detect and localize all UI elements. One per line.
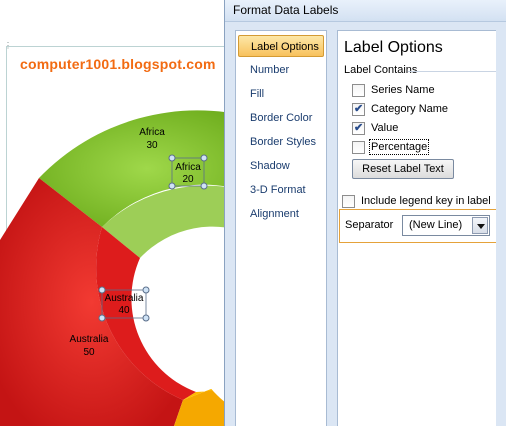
data-label-category[interactable]: Australia: [70, 334, 109, 345]
dialog-edge: [496, 30, 506, 426]
reset-label-text-button[interactable]: Reset Label Text: [352, 159, 454, 179]
inner-ring-australia-slice[interactable]: [96, 227, 196, 400]
category-name-label: Category Name: [371, 103, 449, 115]
checkmark-icon: ✔: [354, 102, 364, 115]
data-label-category[interactable]: Australia: [105, 293, 144, 304]
nav-item-border-color[interactable]: Border Color: [250, 112, 313, 124]
resize-handle[interactable]: [142, 314, 150, 322]
nav-item-alignment[interactable]: Alignment: [250, 208, 299, 220]
resize-handle[interactable]: [200, 182, 208, 190]
data-label-category[interactable]: Africa: [175, 162, 201, 173]
chart-area[interactable]: ⋮ ⋮ computer1001.blogspot.com Africa 30 …: [0, 0, 240, 426]
chevron-down-icon[interactable]: [472, 217, 488, 234]
value-option[interactable]: ✔ Value: [352, 120, 398, 136]
data-label-value[interactable]: 50: [83, 347, 95, 358]
selected-label-box[interactable]: [101, 289, 147, 319]
category-name-checkbox[interactable]: ✔: [352, 102, 365, 116]
nav-item-3d-format[interactable]: 3-D Format: [250, 184, 306, 196]
separator-dropdown[interactable]: (New Line): [402, 215, 490, 236]
label-contains-heading: Label Contains: [344, 64, 418, 76]
category-list: Label Options Number Fill Border Color B…: [235, 30, 327, 426]
value-label: Value: [371, 122, 399, 134]
separator-group: Separator (New Line): [339, 209, 497, 243]
series-name-checkbox[interactable]: [352, 83, 365, 97]
percentage-checkbox[interactable]: [352, 140, 365, 154]
resize-handle[interactable]: [98, 314, 106, 322]
nav-item-label-options[interactable]: Label Options: [238, 35, 324, 57]
data-label-value[interactable]: 40: [118, 305, 130, 316]
percentage-label: Percentage: [368, 139, 430, 155]
label-options-panel: Label Options Label Contains Series Name…: [337, 30, 506, 426]
nav-item-border-styles[interactable]: Border Styles: [250, 136, 317, 148]
inner-ring-africa-slice[interactable]: [102, 185, 240, 258]
resize-handle[interactable]: [98, 286, 106, 294]
dialog-titlebar[interactable]: Format Data Labels: [225, 0, 506, 22]
data-label-value[interactable]: 20: [182, 174, 194, 185]
percentage-option[interactable]: Percentage: [352, 139, 430, 155]
watermark: computer1001.blogspot.com: [20, 56, 216, 72]
resize-handle[interactable]: [168, 154, 176, 162]
resize-handle[interactable]: [200, 154, 208, 162]
data-label-category[interactable]: Africa: [139, 127, 165, 138]
dialog-title: Format Data Labels: [233, 3, 339, 17]
separator-selected-value: (New Line): [409, 219, 463, 231]
selected-label-box[interactable]: [171, 157, 205, 187]
legend-key-option[interactable]: Include legend key in label: [342, 193, 491, 209]
heading-divider: [408, 71, 506, 72]
frame-handle-top[interactable]: ⋮: [4, 41, 12, 50]
nav-item-shadow[interactable]: Shadow: [250, 160, 290, 172]
series-name-option[interactable]: Series Name: [352, 82, 435, 98]
series-name-label: Series Name: [371, 84, 435, 96]
legend-key-checkbox[interactable]: [342, 194, 355, 208]
format-data-labels-dialog: Format Data Labels Label Options Number …: [224, 0, 506, 426]
nav-item-fill[interactable]: Fill: [250, 88, 265, 100]
resize-handle[interactable]: [168, 182, 176, 190]
checkmark-icon: ✔: [354, 121, 364, 134]
nav-item-number[interactable]: Number: [250, 64, 290, 76]
outer-ring-africa-slice[interactable]: [39, 110, 240, 227]
panel-heading: Label Options: [344, 39, 443, 56]
doughnut-chart[interactable]: Africa 30 Africa 20 Australia 40 Austral…: [0, 0, 240, 426]
legend-key-label: Include legend key in label: [361, 195, 491, 207]
separator-label: Separator: [345, 219, 394, 231]
data-label-value[interactable]: 30: [146, 140, 158, 151]
outer-ring-australia-slice[interactable]: [0, 178, 183, 426]
resize-handle[interactable]: [142, 286, 150, 294]
category-name-option[interactable]: ✔ Category Name: [352, 101, 448, 117]
value-checkbox[interactable]: ✔: [352, 121, 365, 135]
